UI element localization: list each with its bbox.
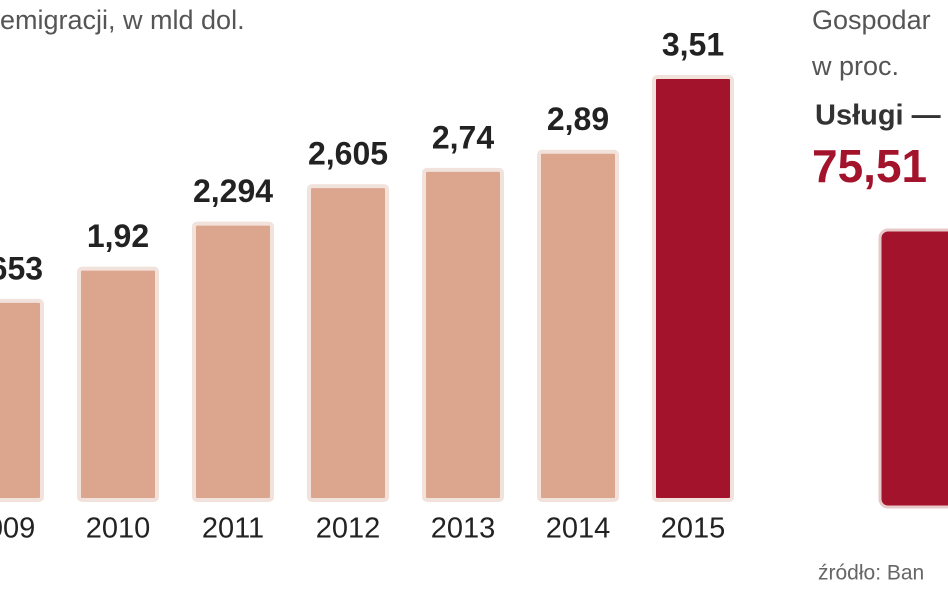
x-tick-label: 2012 (316, 513, 381, 545)
value-label: 3,51 (662, 26, 724, 62)
x-tick-label: 2014 (546, 513, 611, 545)
x-tick-label: 2015 (661, 513, 726, 545)
x-tick-label: 2010 (86, 513, 151, 545)
bar (77, 266, 159, 503)
x-tick-label: 2009 (0, 513, 35, 545)
value-label: 1,92 (87, 218, 149, 254)
chart-title: emigracji, w mld dol. (0, 5, 245, 35)
x-tick-label: 2013 (431, 513, 496, 545)
bar (537, 149, 619, 502)
value-label: 2,605 (308, 136, 388, 172)
side-label: Usługi — (815, 100, 941, 132)
value-label: 2,74 (432, 119, 494, 155)
value-label: 1,653 (0, 250, 43, 286)
source: źródło: Ban (818, 562, 924, 585)
value-label: 2,89 (547, 101, 609, 137)
side-subtitle: w proc. (811, 51, 899, 81)
bar (0, 298, 44, 502)
bar (307, 184, 389, 502)
bar (192, 221, 274, 502)
x-tick-label: 2011 (202, 513, 264, 545)
value-label: 2,294 (193, 173, 273, 209)
side-bar (878, 228, 948, 509)
side-value: 75,51 (812, 140, 927, 192)
side-title: Gospodar (812, 5, 931, 35)
bar (652, 75, 734, 502)
bar (422, 167, 504, 503)
